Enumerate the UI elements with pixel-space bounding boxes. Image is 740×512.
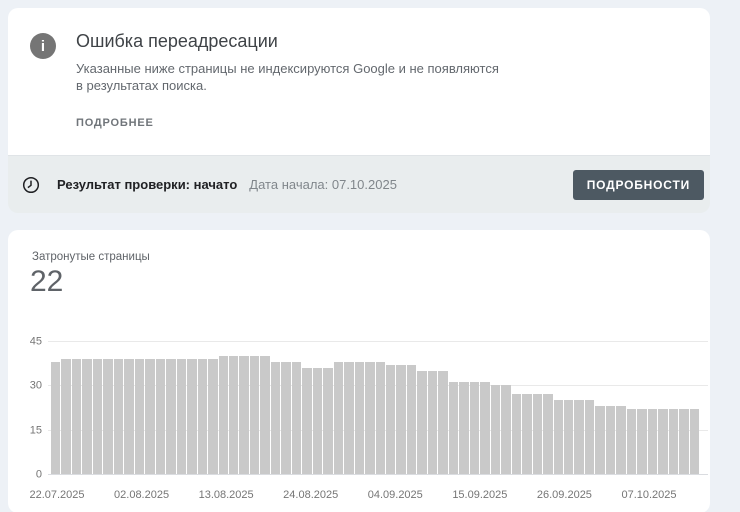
bar[interactable] xyxy=(239,355,249,474)
bar[interactable] xyxy=(124,358,134,474)
validation-status-label: Результат проверки: начато xyxy=(57,177,238,192)
bar[interactable] xyxy=(647,408,658,474)
bar[interactable] xyxy=(145,358,155,474)
bar[interactable] xyxy=(501,385,511,474)
bar[interactable] xyxy=(406,364,417,474)
bar[interactable] xyxy=(82,358,92,474)
details-button[interactable]: ПОДРОБНОСТИ xyxy=(572,169,704,200)
learn-more-link[interactable]: ПОДРОБНЕЕ xyxy=(76,117,154,129)
x-tick-label: 13.08.2025 xyxy=(198,489,254,501)
y-axis: 0 15 30 45 xyxy=(8,336,42,480)
bar[interactable] xyxy=(354,361,365,474)
clock-icon xyxy=(22,176,40,193)
bar[interactable] xyxy=(469,382,480,474)
bar[interactable] xyxy=(689,408,700,474)
bar[interactable] xyxy=(386,364,396,474)
affected-pages-label: Затронутые страницы xyxy=(32,251,150,263)
page-title: Ошибка переадресации xyxy=(76,31,278,51)
alert-body: Ошибка переадресации Указанные ниже стра… xyxy=(76,30,500,131)
bar[interactable] xyxy=(522,394,532,474)
bar[interactable] xyxy=(396,364,406,474)
bar[interactable] xyxy=(197,358,208,474)
bar[interactable] xyxy=(281,361,291,474)
bar[interactable] xyxy=(417,370,427,474)
bar[interactable] xyxy=(187,358,197,474)
y-tick-label: 30 xyxy=(29,379,42,392)
bar[interactable] xyxy=(480,382,490,474)
bars xyxy=(51,341,700,474)
bar[interactable] xyxy=(61,358,71,474)
bar[interactable] xyxy=(113,358,124,474)
bar[interactable] xyxy=(375,361,385,474)
y-tick-label: 0 xyxy=(35,468,42,481)
x-tick-label: 26.09.2025 xyxy=(536,489,592,501)
bar[interactable] xyxy=(427,370,438,474)
bar[interactable] xyxy=(668,408,679,474)
bar[interactable] xyxy=(333,361,344,474)
alert-description: Указанные ниже страницы не индексируются… xyxy=(76,61,499,93)
bar[interactable] xyxy=(302,367,312,474)
bar[interactable] xyxy=(365,361,375,474)
info-icon: i xyxy=(30,33,56,59)
bar[interactable] xyxy=(134,358,145,474)
gridline xyxy=(48,474,708,475)
bar[interactable] xyxy=(679,408,689,474)
bar[interactable] xyxy=(490,385,501,474)
x-tick-label: 22.07.2025 xyxy=(29,489,85,501)
bar[interactable] xyxy=(166,358,176,474)
y-tick-label: 15 xyxy=(29,424,42,437)
redirect-error-card: i Ошибка переадресации Указанные ниже ст… xyxy=(8,8,710,155)
bar[interactable] xyxy=(291,361,302,474)
bar[interactable] xyxy=(260,355,270,474)
x-tick-label: 07.10.2025 xyxy=(621,489,677,501)
bar[interactable] xyxy=(344,361,354,474)
gridline xyxy=(48,341,708,342)
bar[interactable] xyxy=(249,355,260,474)
bar[interactable] xyxy=(312,367,323,474)
bar[interactable] xyxy=(616,406,626,474)
bar[interactable] xyxy=(92,358,103,474)
x-tick-label: 02.08.2025 xyxy=(114,489,170,501)
bar[interactable] xyxy=(626,408,637,474)
bar[interactable] xyxy=(595,406,605,474)
bar[interactable] xyxy=(459,382,469,474)
bar[interactable] xyxy=(155,358,166,474)
bar[interactable] xyxy=(448,382,459,474)
x-tick-label: 04.09.2025 xyxy=(367,489,423,501)
bar[interactable] xyxy=(658,408,668,474)
plot-area xyxy=(48,341,708,475)
validation-status-bar: Результат проверки: начато Дата начала: … xyxy=(8,155,710,213)
bar[interactable] xyxy=(71,358,82,474)
bar[interactable] xyxy=(574,400,584,474)
page: i Ошибка переадресации Указанные ниже ст… xyxy=(8,8,710,512)
bar[interactable] xyxy=(176,358,187,474)
bar[interactable] xyxy=(51,361,61,474)
bar[interactable] xyxy=(532,394,543,474)
bar[interactable] xyxy=(605,406,616,474)
bar[interactable] xyxy=(543,394,553,474)
bar[interactable] xyxy=(637,408,647,474)
bar[interactable] xyxy=(103,358,113,474)
y-tick-label: 45 xyxy=(29,335,42,348)
bar[interactable] xyxy=(208,358,218,474)
affected-pages-card: Затронутые страницы 22 0 15 30 45 22.07.202… xyxy=(8,230,710,512)
bar[interactable] xyxy=(270,361,281,474)
bar[interactable] xyxy=(323,367,333,474)
x-axis: 22.07.2025 02.08.2025 13.08.2025 24.08.2025… xyxy=(29,489,708,503)
bar[interactable] xyxy=(438,370,448,474)
bar[interactable] xyxy=(511,394,522,474)
affected-pages-count: 22 xyxy=(30,265,64,298)
x-tick-label: 15.09.2025 xyxy=(452,489,508,501)
bar[interactable] xyxy=(228,355,239,474)
bar[interactable] xyxy=(584,400,595,474)
bar[interactable] xyxy=(218,355,228,474)
affected-pages-chart: 0 15 30 45 22.07.2025 02.08.2025 13.08.2025 24… xyxy=(8,336,710,504)
bar[interactable] xyxy=(553,400,563,474)
x-tick-label: 24.08.2025 xyxy=(283,489,339,501)
validation-start-date: Дата начала: 07.10.2025 xyxy=(249,177,397,192)
bar[interactable] xyxy=(563,400,574,474)
